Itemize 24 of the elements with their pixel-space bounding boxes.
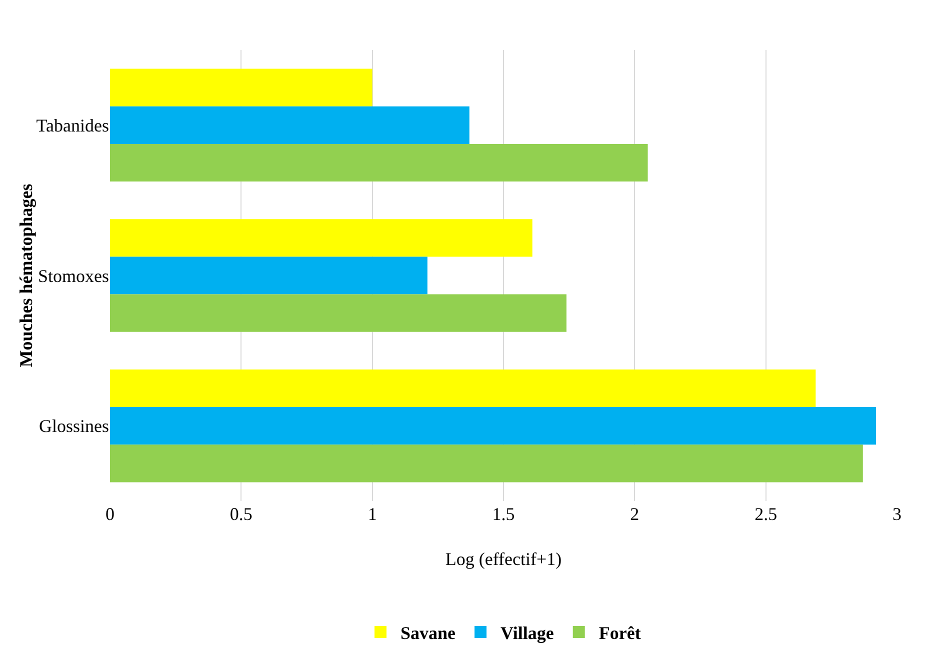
x-tick-label: 2 <box>630 504 640 524</box>
x-tick-label: 2.5 <box>754 504 778 524</box>
bar <box>110 444 863 482</box>
bar <box>110 144 648 182</box>
bar <box>110 106 470 144</box>
x-tick-label: 1 <box>368 504 377 524</box>
y-tick-label: Glossines <box>38 416 109 436</box>
bar <box>110 256 428 294</box>
y-tick-label: Tabanides <box>36 115 109 136</box>
x-tick-label: 0 <box>106 504 114 524</box>
bar <box>110 369 816 408</box>
legend-label: Savane <box>400 622 456 643</box>
x-tick-label: 0.5 <box>230 504 252 524</box>
legend-label: Forêt <box>598 622 641 643</box>
y-tick-label: Stomoxes <box>38 266 109 286</box>
x-tick-label: 1.5 <box>492 504 515 524</box>
bar <box>110 68 372 106</box>
x-tick-label: 3 <box>892 504 902 524</box>
legend-label: Village <box>500 622 554 643</box>
x-axis-title: Log (effectif+1) <box>445 549 562 569</box>
bar <box>110 219 532 257</box>
y-axis-title: Mouches hématophages <box>16 184 36 368</box>
bar <box>110 294 566 332</box>
bar <box>110 407 876 445</box>
